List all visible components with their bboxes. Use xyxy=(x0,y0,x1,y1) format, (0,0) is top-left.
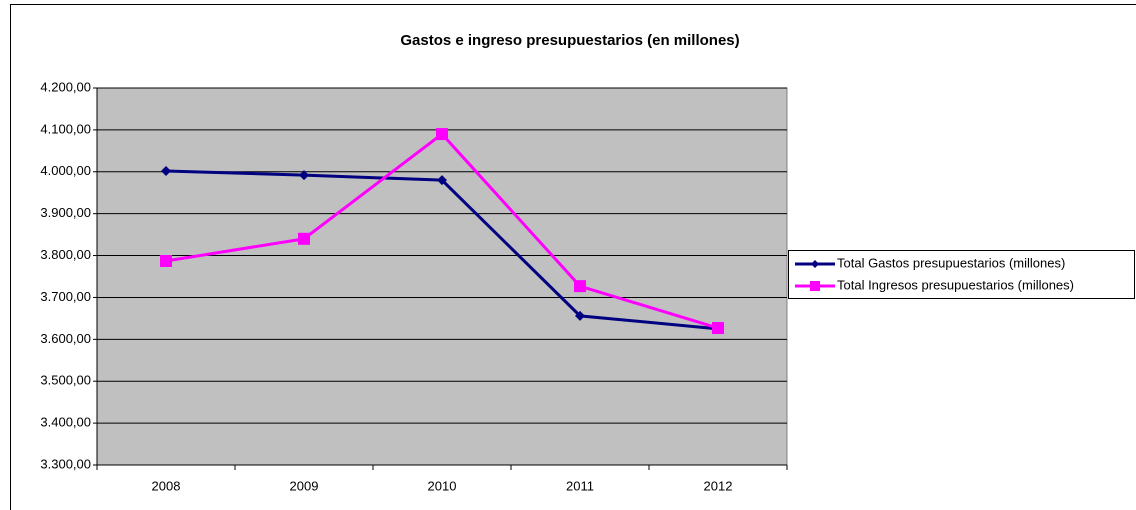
legend-box xyxy=(788,250,1135,299)
y-tick-label: 3.500,00 xyxy=(40,373,91,388)
y-tick-label: 3.700,00 xyxy=(40,289,91,304)
marker xyxy=(161,165,171,176)
x-tick-label: 2009 xyxy=(290,478,319,493)
marker xyxy=(436,128,448,141)
legend-label: Total Gastos presupuestarios (millones) xyxy=(837,255,1065,270)
marker xyxy=(810,281,820,291)
x-tick-label: 2012 xyxy=(704,478,733,493)
x-tick-label: 2008 xyxy=(152,478,181,493)
marker xyxy=(160,255,172,268)
y-tick-label: 3.300,00 xyxy=(40,456,91,471)
x-tick-label: 2010 xyxy=(428,478,457,493)
marker xyxy=(437,175,447,186)
plot-area xyxy=(96,87,788,466)
marker xyxy=(299,170,309,181)
y-tick-label: 3.400,00 xyxy=(40,415,91,430)
y-tick-label: 3.600,00 xyxy=(40,331,91,346)
y-tick-label: 4.200,00 xyxy=(40,79,91,94)
y-tick-label: 3.800,00 xyxy=(40,247,91,262)
chart-title: Gastos e ingreso presupuestarios (en mil… xyxy=(400,32,739,49)
marker xyxy=(298,232,310,245)
y-tick-label: 4.000,00 xyxy=(40,163,91,178)
marker xyxy=(575,310,585,321)
legend-label: Total Ingresos presupuestarios (millones… xyxy=(837,277,1074,292)
y-tick-label: 3.900,00 xyxy=(40,205,91,220)
y-tick-label: 4.100,00 xyxy=(40,121,91,136)
marker xyxy=(712,322,724,335)
x-tick-label: 2011 xyxy=(566,478,594,493)
marker xyxy=(811,260,819,268)
marker xyxy=(574,280,586,293)
